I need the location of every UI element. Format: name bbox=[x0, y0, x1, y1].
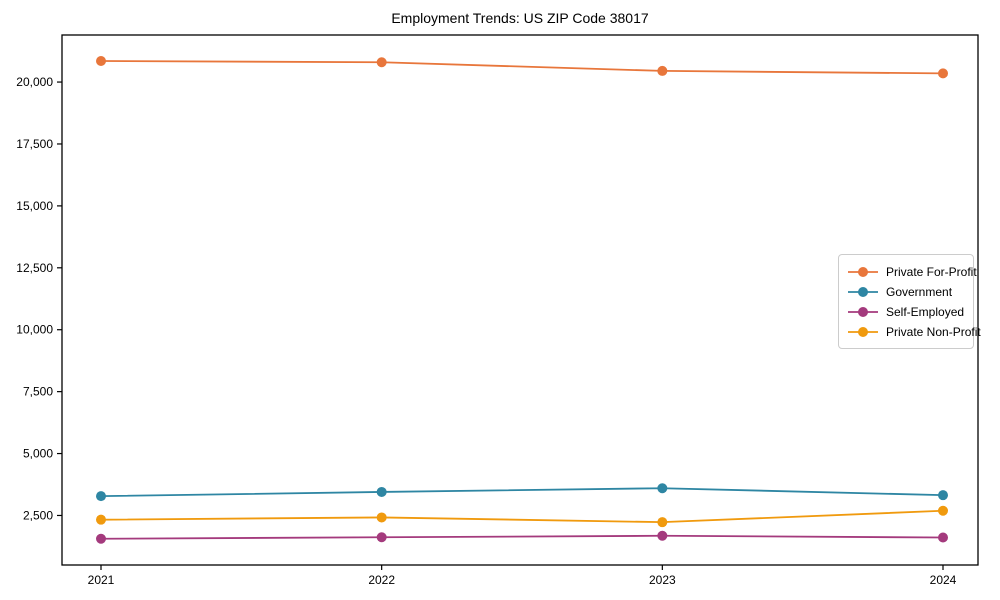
line-marker-icon bbox=[848, 286, 878, 297]
svg-text:20,000: 20,000 bbox=[16, 75, 53, 89]
svg-text:2021: 2021 bbox=[88, 573, 115, 587]
line-marker-icon bbox=[848, 306, 878, 317]
legend-item-government: Government bbox=[847, 282, 965, 301]
legend: Private For-Profit Government Self-Emplo… bbox=[838, 254, 981, 349]
legend-label: Private Non-Profit bbox=[886, 324, 981, 339]
svg-text:17,500: 17,500 bbox=[16, 137, 53, 151]
legend-item-private-non-profit: Private Non-Profit bbox=[847, 322, 981, 341]
legend-item-private-for-profit: Private For-Profit bbox=[847, 262, 977, 281]
svg-text:5,000: 5,000 bbox=[23, 447, 53, 461]
legend-item-self-employed: Self-Employed bbox=[847, 302, 965, 321]
svg-text:2023: 2023 bbox=[649, 573, 676, 587]
legend-label: Government bbox=[886, 284, 953, 299]
svg-text:7,500: 7,500 bbox=[23, 385, 53, 399]
svg-text:2022: 2022 bbox=[368, 573, 395, 587]
svg-text:10,000: 10,000 bbox=[16, 323, 53, 337]
svg-text:2,500: 2,500 bbox=[23, 508, 53, 522]
legend-label: Self-Employed bbox=[886, 304, 965, 319]
line-marker-icon bbox=[848, 326, 878, 337]
legend-label: Private For-Profit bbox=[886, 264, 977, 279]
svg-text:12,500: 12,500 bbox=[16, 261, 53, 275]
chart-title: Employment Trends: US ZIP Code 38017 bbox=[391, 10, 649, 26]
svg-text:15,000: 15,000 bbox=[16, 199, 53, 213]
svg-text:2024: 2024 bbox=[930, 573, 957, 587]
line-marker-icon bbox=[848, 266, 878, 277]
